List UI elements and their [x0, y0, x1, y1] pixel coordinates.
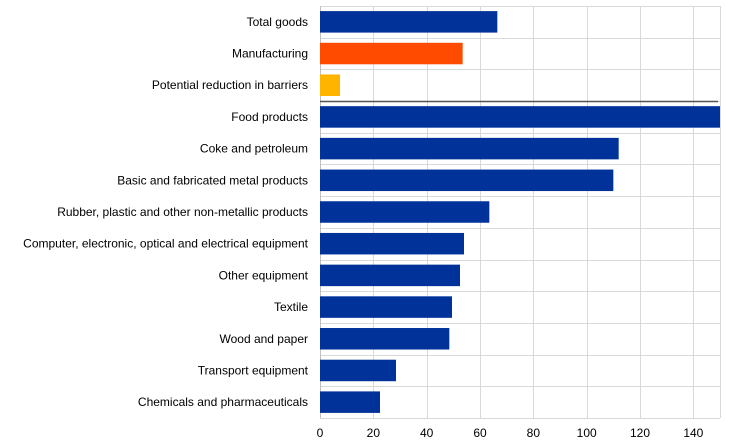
bar — [320, 391, 380, 413]
category-label: Rubber, plastic and other non-metallic p… — [57, 205, 308, 219]
category-labels: Total goods Manufacturing Potential reduct… — [23, 15, 308, 409]
category-label: Transport equipment — [198, 363, 309, 377]
category-label: Manufacturing — [232, 47, 308, 61]
x-tick-label: 60 — [473, 426, 487, 440]
bar — [320, 42, 463, 65]
bar — [320, 74, 340, 96]
bar — [320, 328, 450, 350]
bar — [320, 106, 720, 128]
category-label: Computer, electronic, optical and electr… — [23, 237, 308, 251]
category-label: Food products — [231, 110, 308, 124]
bar — [320, 264, 460, 287]
bar — [320, 11, 498, 33]
category-label: Coke and petroleum — [200, 142, 308, 156]
bars — [320, 11, 720, 413]
category-label: Potential reduction in barriers — [152, 78, 308, 92]
category-label: Wood and paper — [219, 332, 308, 346]
x-tick-label: 120 — [630, 426, 650, 440]
category-label: Textile — [274, 300, 308, 314]
x-tick-label: 140 — [683, 426, 703, 440]
x-axis-ticks: 0 20 40 60 80 100 120 140 — [317, 426, 704, 440]
bar — [320, 137, 619, 160]
category-label: Other equipment — [219, 268, 309, 282]
x-tick-label: 80 — [527, 426, 541, 440]
bar — [320, 169, 614, 192]
bar — [320, 232, 464, 255]
bar — [320, 201, 490, 223]
bar — [320, 296, 452, 318]
x-tick-label: 40 — [420, 426, 434, 440]
x-tick-label: 20 — [367, 426, 381, 440]
x-tick-label: 100 — [577, 426, 597, 440]
category-label: Chemicals and pharmaceuticals — [138, 395, 308, 409]
category-label: Total goods — [247, 15, 308, 29]
category-label: Basic and fabricated metal products — [117, 173, 308, 187]
bar — [320, 359, 396, 382]
x-tick-label: 0 — [317, 426, 324, 440]
